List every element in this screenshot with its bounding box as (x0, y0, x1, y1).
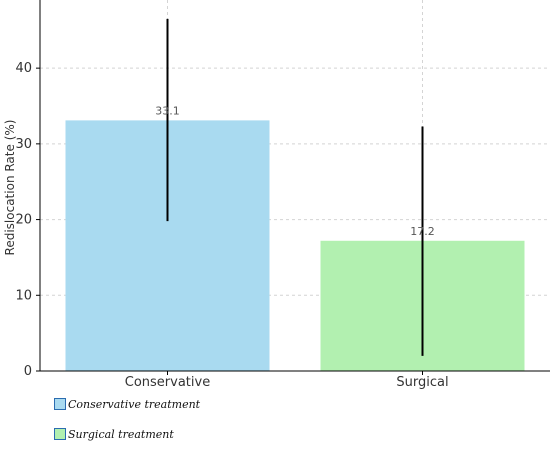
error-bars (166, 18, 424, 356)
x-tick-label-surgical: Surgical (396, 375, 448, 390)
data-label-conservative: 33.1 (155, 104, 180, 117)
y-tick-label: 30 (15, 137, 32, 152)
bars (65, 120, 525, 371)
legend-label-surgical: Surgical treatment (68, 427, 174, 441)
y-tick-label: 0 (24, 364, 32, 379)
legend: Conservative treatment Surgical treatmen… (54, 397, 200, 457)
y-tick-labels: 0 10 20 30 40 (15, 61, 40, 379)
y-tick-label: 10 (15, 288, 32, 303)
axes (39, 0, 550, 372)
legend-swatch-conservative (54, 398, 66, 410)
x-tick-labels: Conservative Surgical (125, 371, 449, 390)
y-tick-label: 20 (15, 213, 32, 228)
y-tick-label: 40 (15, 61, 32, 76)
y-axis-label: Redislocation Rate (%) (3, 120, 17, 256)
data-label-surgical: 17.2 (410, 225, 435, 238)
x-tick-label-conservative: Conservative (125, 375, 210, 390)
legend-swatch-surgical (54, 428, 66, 440)
legend-item-conservative: Conservative treatment (54, 397, 200, 411)
legend-item-surgical: Surgical treatment (54, 427, 200, 441)
legend-label-conservative: Conservative treatment (68, 397, 201, 411)
data-labels: 33.1 17.2 (155, 104, 435, 237)
